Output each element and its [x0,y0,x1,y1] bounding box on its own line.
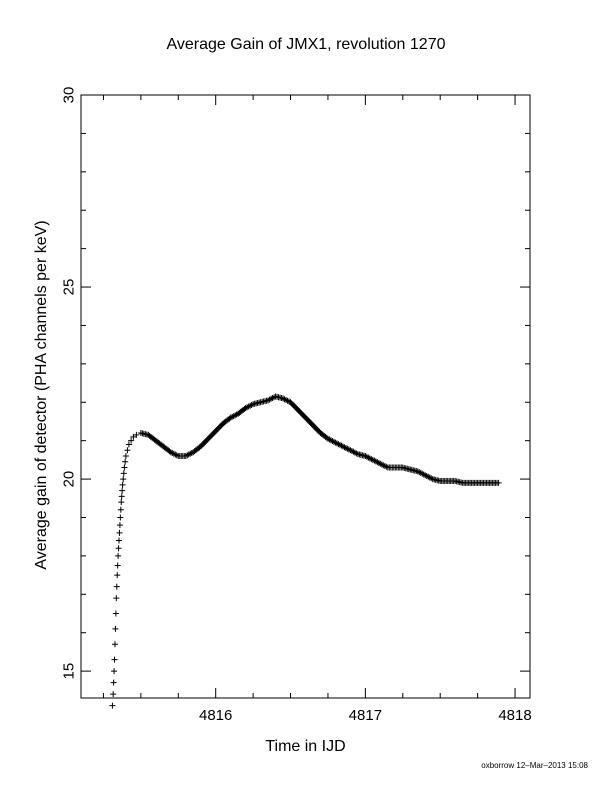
data-point [117,514,124,521]
data-point [121,464,128,471]
data-point [133,431,140,438]
data-point [114,572,121,579]
data-point [120,476,127,483]
y-tick-label: 25 [61,279,78,296]
data-point [115,545,122,552]
data-point [109,702,116,709]
x-tick-label: 4818 [498,707,531,724]
data-point [248,401,255,408]
data-point [110,679,117,686]
data-point [113,595,120,602]
data-point [111,668,118,675]
data-point [118,493,125,500]
data-points [109,393,502,709]
footer-note: oxborrow 12–Mar–2013 15:08 [481,761,588,770]
data-point [119,487,126,494]
axis-tick-labels: 4816 4817 4818 15 20 25 30 [61,87,532,724]
axis-ticks [81,94,530,698]
x-tick-label: 4817 [349,707,382,724]
data-point [115,552,122,559]
data-point [495,479,502,486]
data-point [116,522,123,529]
data-point [383,463,390,470]
data-point [111,641,118,648]
data-point [116,529,123,536]
data-point [113,583,120,590]
data-point [428,475,435,482]
chart-title: Average Gain of JMX1, revolution 1270 [166,36,446,53]
data-point [173,452,180,459]
data-point [117,506,124,513]
data-point [118,499,125,506]
data-point [114,562,121,569]
data-point [125,441,132,448]
y-tick-label: 30 [61,87,78,104]
y-tick-label: 20 [61,471,78,488]
plot-frame [80,94,531,699]
data-point [120,470,127,477]
data-point [111,656,118,663]
data-point [119,481,126,488]
data-point [112,610,119,617]
x-tick-label: 4816 [199,707,232,724]
data-point [122,458,129,465]
x-axis-label: Time in IJD [265,738,346,755]
data-point [353,450,360,457]
data-point [112,625,119,632]
data-point [122,453,129,460]
data-point [116,537,123,544]
y-tick-label: 15 [61,663,78,680]
data-point [128,437,135,444]
data-point [124,447,131,454]
data-point [110,691,117,698]
